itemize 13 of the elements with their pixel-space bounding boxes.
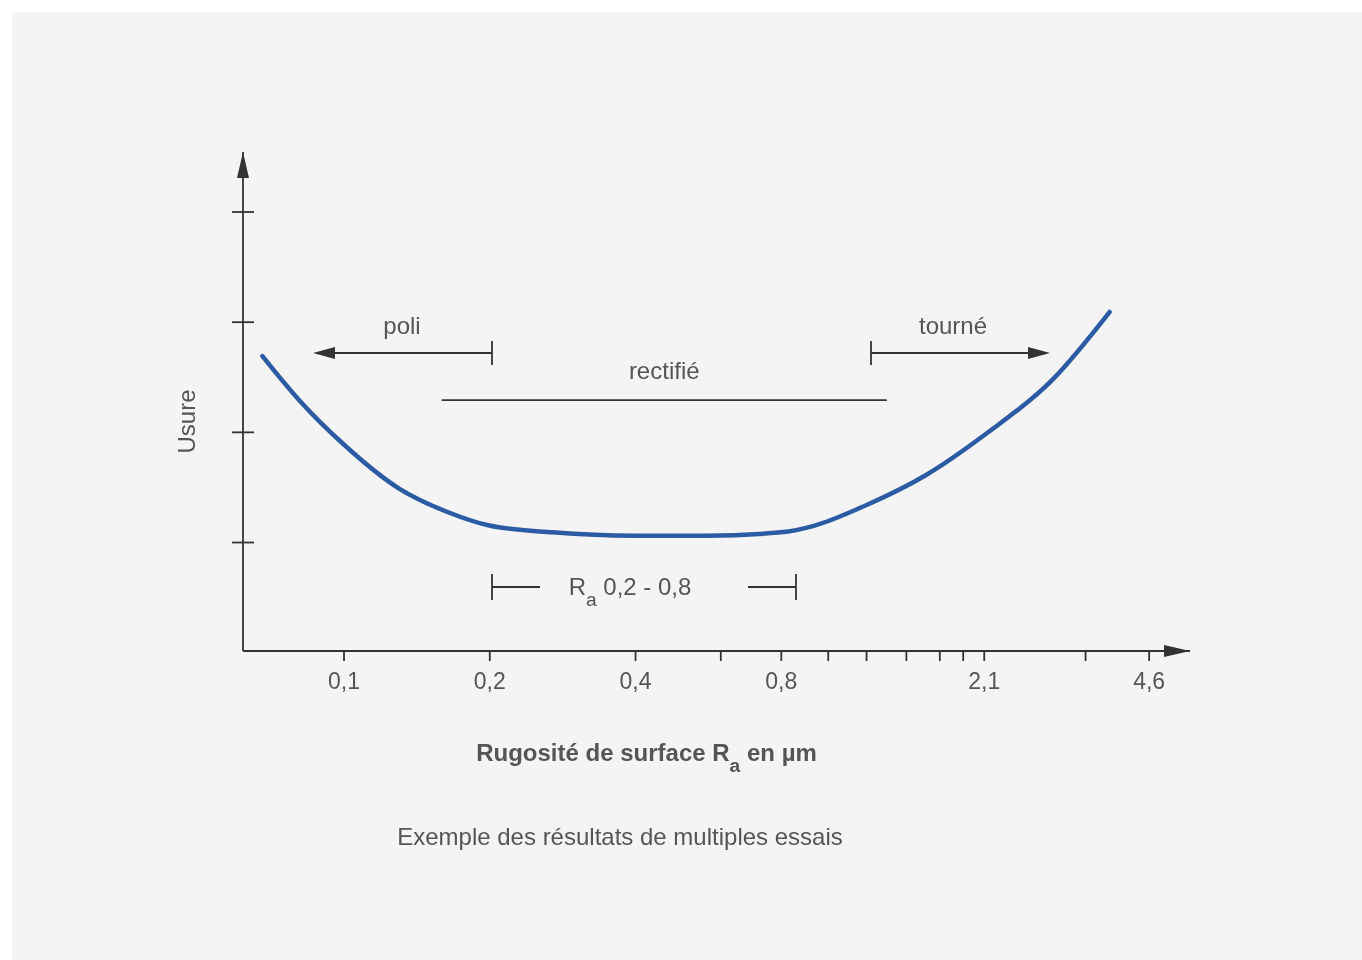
x-tick-label: 0,8 — [765, 668, 798, 695]
annotation: tourné — [918, 312, 988, 339]
x-tick-label: 0,4 — [619, 668, 652, 695]
text: Exemple des résultats de multiples essais — [397, 823, 843, 850]
x-tick-label: 0,1 — [328, 668, 361, 695]
x-tick-label: 2,1 — [968, 668, 1001, 695]
x-axis-title: Rugosité de surface R$_{a}$ en µm — [476, 739, 817, 776]
series-label: rectifié — [628, 357, 700, 385]
annotation: poli — [383, 312, 421, 339]
x-tick-label: 0,2 — [473, 668, 506, 695]
x-tick-label: 4,6 — [1133, 668, 1166, 695]
y-axis-title: Usure — [173, 389, 200, 454]
annotation: R$_{a}$ 0,2 - 0,8 — [568, 573, 692, 610]
